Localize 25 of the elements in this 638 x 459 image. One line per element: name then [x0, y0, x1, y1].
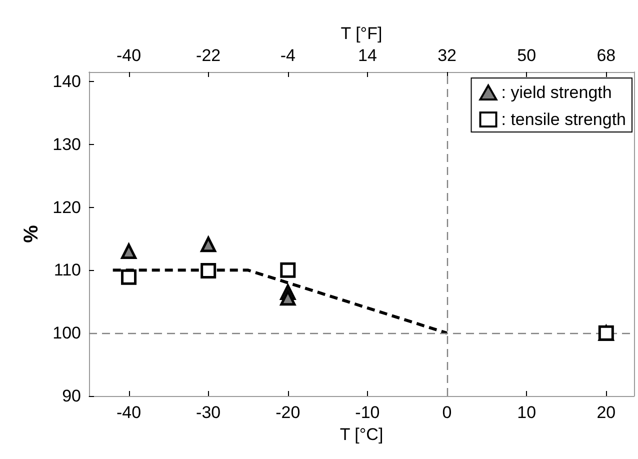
x-tick-label: -20 — [276, 403, 300, 422]
x2-tick-label: 14 — [358, 46, 377, 65]
y-tick-label: 120 — [52, 198, 81, 217]
x2-tick-label: -22 — [196, 46, 221, 65]
x-tick-label: 20 — [596, 403, 616, 422]
x2-axis-title: T [°F] — [340, 24, 382, 43]
legend-label: : yield strength — [501, 83, 612, 102]
x2-tick-label: 68 — [596, 46, 616, 65]
x2-tick-label: 50 — [517, 46, 536, 65]
x2-tick-label: -4 — [280, 46, 296, 65]
x-tick-label: 10 — [517, 403, 536, 422]
y-tick-label: 130 — [52, 134, 81, 154]
y-axis-title: % — [20, 224, 43, 243]
x2-tick-label: -40 — [116, 46, 142, 65]
legend-label: : tensile strength — [501, 110, 626, 129]
y-tick-label: 110 — [54, 260, 81, 280]
x-tick-label: -30 — [196, 403, 221, 422]
x-tick-label: 0 — [442, 403, 452, 422]
x-tick-label: -40 — [116, 403, 142, 422]
y-tick-label: 100 — [52, 324, 81, 343]
x2-tick-label: 32 — [438, 46, 456, 65]
y-tick-label: 90 — [62, 386, 81, 406]
x-tick-label: -10 — [355, 403, 380, 422]
y-tick-label: 140 — [52, 72, 81, 91]
x-axis-title: T [°C] — [340, 425, 384, 444]
